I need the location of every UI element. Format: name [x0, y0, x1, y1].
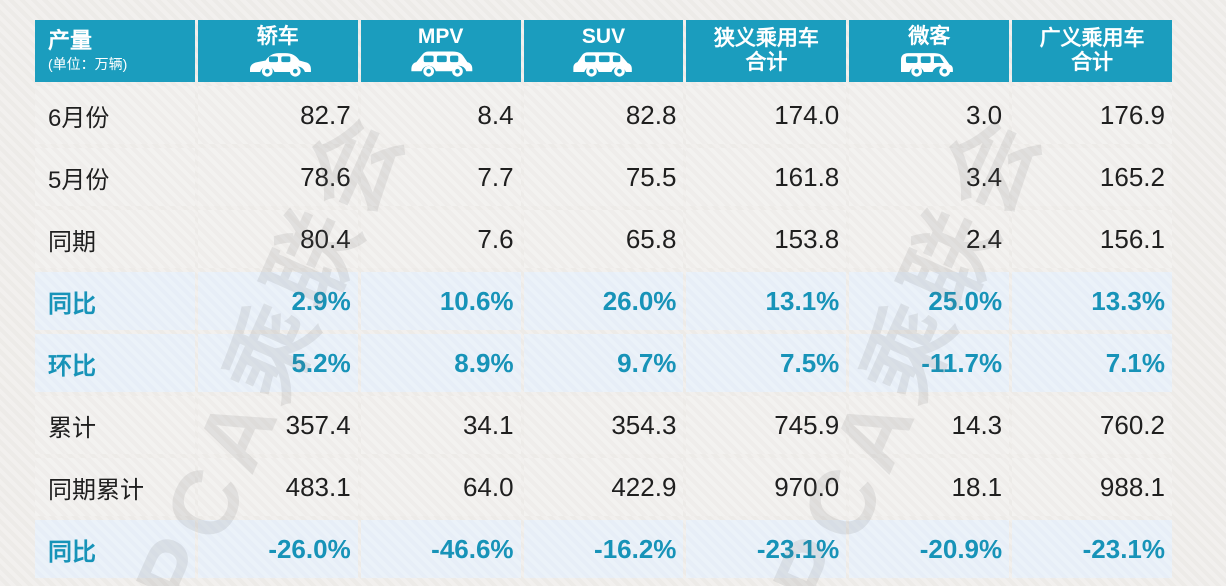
table-cell-value: 25.0% — [849, 272, 1010, 330]
column-title: 合计 — [745, 51, 788, 74]
column-title: 微客 — [908, 24, 951, 48]
table-cell-value: 7.5% — [686, 334, 847, 392]
table-title: 产量 — [48, 28, 93, 54]
table-cell-value: 13.1% — [686, 272, 847, 330]
table-cell-value: 5.2% — [197, 334, 358, 392]
column-header: 狭义乘用车 合计 — [686, 20, 847, 82]
production-table: 产量 (单位：万辆) 轿车 MPV SUV 狭义乘用车 合计 微客 广义乘用车 合计 6月份 82… — [35, 20, 1172, 578]
table-cell-value: 2.9% — [197, 272, 358, 330]
row-label: 同比 — [35, 272, 195, 330]
column-title: MPV — [417, 24, 464, 48]
table-cell-value: 483.1 — [197, 458, 358, 516]
table-cell-value: 8.4 — [360, 86, 521, 144]
table-cell-value: 153.8 — [686, 210, 847, 268]
table-cell-value: 82.7 — [197, 86, 358, 144]
table-cell-value: 34.1 — [360, 396, 521, 454]
row-label: 环比 — [35, 334, 195, 392]
column-title: 合计 — [1071, 51, 1114, 74]
column-header: MPV — [360, 20, 521, 82]
table-cell-value: 3.0 — [849, 86, 1010, 144]
table-cell-value: 3.4 — [849, 148, 1010, 206]
table-cell-value: 7.6 — [360, 210, 521, 268]
mpv-car-icon — [403, 49, 479, 77]
table-cell-value: -23.1% — [686, 520, 847, 578]
table-cell-value: -11.7% — [849, 334, 1010, 392]
row-label: 同期累计 — [35, 458, 195, 516]
table-cell-value: 10.6% — [360, 272, 521, 330]
table-cell-value: 165.2 — [1012, 148, 1172, 206]
column-title: SUV — [581, 24, 626, 48]
table-cell-value: 14.3 — [849, 396, 1010, 454]
suv-car-icon — [565, 49, 641, 77]
table-cell-value: -16.2% — [523, 520, 684, 578]
table-corner-header: 产量 (单位：万辆) — [35, 20, 195, 82]
table-cell-value: 75.5 — [523, 148, 684, 206]
row-label: 累计 — [35, 396, 195, 454]
table-cell-value: -23.1% — [1012, 520, 1172, 578]
table-cell-value: 156.1 — [1012, 210, 1172, 268]
table-cell-value: 65.8 — [523, 210, 684, 268]
row-label: 5月份 — [35, 148, 195, 206]
table-cell-value: -20.9% — [849, 520, 1010, 578]
column-header: 广义乘用车 合计 — [1012, 20, 1172, 82]
table-cell-value: 174.0 — [686, 86, 847, 144]
row-label: 6月份 — [35, 86, 195, 144]
table-cell-value: 357.4 — [197, 396, 358, 454]
table-cell-value: 13.3% — [1012, 272, 1172, 330]
column-title: 狭义乘用车 — [713, 27, 819, 51]
table-cell-value: 2.4 — [849, 210, 1010, 268]
table-cell-value: 422.9 — [523, 458, 684, 516]
column-title: 轿车 — [256, 24, 299, 48]
table-cell-value: 760.2 — [1012, 396, 1172, 454]
table-cell-value: 78.6 — [197, 148, 358, 206]
table-cell-value: 80.4 — [197, 210, 358, 268]
table-cell-value: 8.9% — [360, 334, 521, 392]
table-cell-value: 988.1 — [1012, 458, 1172, 516]
table-cell-value: 64.0 — [360, 458, 521, 516]
row-label: 同期 — [35, 210, 195, 268]
table-unit-note: (单位：万辆) — [48, 55, 128, 72]
table-cell-value: 745.9 — [686, 396, 847, 454]
table-cell-value: 82.8 — [523, 86, 684, 144]
table-cell-value: 18.1 — [849, 458, 1010, 516]
table-cell-value: 970.0 — [686, 458, 847, 516]
table-cell-value: 354.3 — [523, 396, 684, 454]
table-cell-value: 9.7% — [523, 334, 684, 392]
microvan-icon — [891, 49, 967, 77]
table-cell-value: -26.0% — [197, 520, 358, 578]
table-cell-value: 7.7 — [360, 148, 521, 206]
table-cell-value: 26.0% — [523, 272, 684, 330]
table-cell-value: 7.1% — [1012, 334, 1172, 392]
column-header: 微客 — [849, 20, 1010, 82]
table-cell-value: 161.8 — [686, 148, 847, 206]
table-cell-value: -46.6% — [360, 520, 521, 578]
sedan-car-icon — [240, 49, 316, 77]
column-header: 轿车 — [197, 20, 358, 82]
column-header: SUV — [523, 20, 684, 82]
table-cell-value: 176.9 — [1012, 86, 1172, 144]
row-label: 同比 — [35, 520, 195, 578]
column-title: 广义乘用车 — [1039, 27, 1145, 51]
